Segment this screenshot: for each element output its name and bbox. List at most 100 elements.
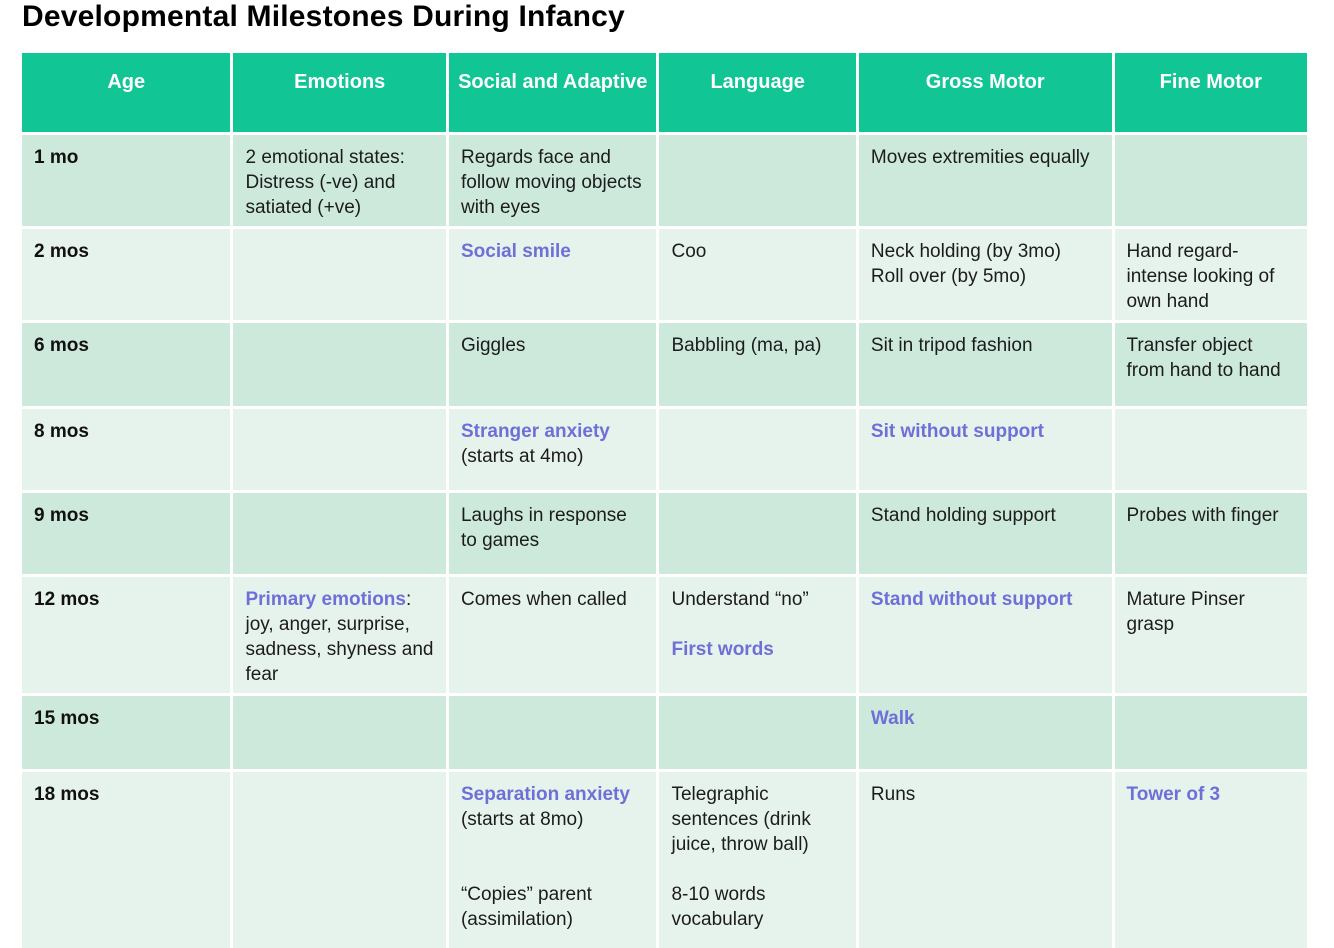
cell-social: Regards face and follow moving objects w… — [448, 135, 657, 226]
cell-fine — [1114, 409, 1307, 490]
cell-social: Laughs in response to games — [448, 493, 657, 574]
cell-paragraph: Telegraphic sentences (drink juice, thro… — [671, 784, 811, 855]
cell-paragraph: Separation anxiety — [460, 784, 630, 805]
cell-paragraph: Neck holding (by 3mo) — [870, 241, 1062, 262]
table-header-row: Age Emotions Social and Adaptive Languag… — [22, 53, 1307, 132]
cell-emotions — [233, 409, 446, 490]
cell-emotions — [233, 323, 446, 406]
cell-paragraph: Stand holding support — [870, 505, 1056, 526]
table-row: 2 mos Social smile Coo Neck holding (by 3mo… — [22, 229, 1307, 320]
cell-gross: Sit without support — [858, 409, 1112, 490]
column-header-age: Age — [22, 53, 231, 132]
cell-paragraph: Comes when called — [460, 589, 627, 610]
cell-paragraph: Moves extremities equally — [870, 147, 1090, 168]
cell-gross: Stand holding support — [858, 493, 1112, 574]
cell-gross: Walk — [858, 696, 1112, 769]
cell-paragraph: (starts at 4mo) — [460, 446, 584, 467]
cell-paragraph: Stranger anxiety — [460, 421, 610, 442]
cell-age: 2 mos — [22, 229, 231, 320]
cell-fine — [1114, 135, 1307, 226]
cell-gross: Stand without support — [858, 577, 1112, 693]
cell-emotions — [233, 696, 446, 769]
cell-paragraph: Mature Pinser grasp — [1126, 589, 1245, 635]
page-title: Developmental Milestones During Infancy — [22, 0, 625, 33]
cell-paragraph: Probes with finger — [1126, 505, 1279, 526]
cell-language — [659, 696, 856, 769]
cell-paragraph: Sit in tripod fashion — [870, 335, 1033, 356]
cell-gross: Moves extremities equally — [858, 135, 1112, 226]
cell-age: 18 mos — [22, 772, 231, 948]
cell-language: Coo — [659, 229, 856, 320]
cell-paragraph: 8-10 words vocabulary — [671, 884, 766, 930]
table-body: 1 mo 2 emotional states: Distress (-ve) a… — [22, 135, 1307, 948]
cell-fine: Mature Pinser grasp — [1114, 577, 1307, 693]
cell-age: 15 mos — [22, 696, 231, 769]
cell-paragraph: Laughs in response to games — [460, 505, 627, 551]
cell-fine: Hand regard- intense looking of own hand — [1114, 229, 1307, 320]
cell-emotions — [233, 229, 446, 320]
cell-paragraph: Transfer object from hand to hand — [1126, 335, 1281, 381]
cell-paragraph — [461, 857, 644, 882]
cell-gross: Sit in tripod fashion — [858, 323, 1112, 406]
table-row: 1 mo 2 emotional states: Distress (-ve) a… — [22, 135, 1307, 226]
cell-paragraph: “Copies” parent — [460, 884, 592, 905]
cell-paragraph: Coo — [671, 241, 707, 262]
milestones-table: Age Emotions Social and Adaptive Languag… — [19, 50, 1310, 948]
cell-paragraph: (assimilation) — [460, 909, 573, 930]
cell-paragraph: Babbling (ma, pa) — [671, 335, 822, 356]
cell-social: Separation anxiety (starts at 8mo) “Copie… — [448, 772, 657, 948]
cell-social: Comes when called — [448, 577, 657, 693]
cell-emotions: Primary emotions: joy, anger, surprise, … — [233, 577, 446, 693]
cell-paragraph: Tower of 3 — [1126, 784, 1221, 805]
cell-paragraph: Social smile — [460, 241, 571, 262]
cell-paragraph: Understand “no” — [671, 589, 809, 610]
cell-paragraph: Primary emotions: joy, anger, surprise, … — [245, 589, 434, 685]
cell-paragraph: (starts at 8mo) — [460, 809, 584, 830]
cell-age: 6 mos — [22, 323, 231, 406]
column-header-fine-motor: Fine Motor — [1114, 53, 1307, 132]
cell-social: Social smile — [448, 229, 657, 320]
cell-paragraph: 2 emotional states: Distress (-ve) and s… — [245, 147, 405, 218]
cell-paragraph: Walk — [870, 708, 915, 729]
cell-language: Babbling (ma, pa) — [659, 323, 856, 406]
cell-emotions — [233, 493, 446, 574]
cell-paragraph — [461, 832, 644, 857]
cell-paragraph — [671, 612, 843, 637]
table-row: 8 mos Stranger anxiety (starts at 4mo) Sit … — [22, 409, 1307, 490]
cell-fine: Tower of 3 — [1114, 772, 1307, 948]
cell-fine — [1114, 696, 1307, 769]
cell-paragraph: Runs — [870, 784, 916, 805]
cell-emotions — [233, 772, 446, 948]
cell-fine: Transfer object from hand to hand — [1114, 323, 1307, 406]
cell-emotions: 2 emotional states: Distress (-ve) and s… — [233, 135, 446, 226]
cell-age: 9 mos — [22, 493, 231, 574]
table-row: 12 mos Primary emotions: joy, anger, surp… — [22, 577, 1307, 693]
cell-social: Stranger anxiety (starts at 4mo) — [448, 409, 657, 490]
cell-paragraph: Regards face and follow moving objects w… — [460, 147, 642, 218]
cell-social — [448, 696, 657, 769]
cell-paragraph: Hand regard- intense looking of own hand — [1126, 241, 1275, 312]
cell-gross: Neck holding (by 3mo) Roll over (by 5mo) — [858, 229, 1112, 320]
cell-language: Understand “no” First words — [659, 577, 856, 693]
cell-paragraph: Roll over (by 5mo) — [870, 266, 1027, 287]
cell-age: 1 mo — [22, 135, 231, 226]
column-header-social-adaptive: Social and Adaptive — [448, 53, 657, 132]
cell-paragraph: Stand without support — [870, 589, 1073, 610]
cell-language — [659, 493, 856, 574]
cell-paragraph: First words — [671, 639, 774, 660]
column-header-emotions: Emotions — [233, 53, 446, 132]
table-row: 18 mos Separation anxiety (starts at 8mo) … — [22, 772, 1307, 948]
column-header-gross-motor: Gross Motor — [858, 53, 1112, 132]
table-row: 6 mos Giggles Babbling (ma, pa) Sit in trip… — [22, 323, 1307, 406]
table-row: 9 mos Laughs in response to games Stand ho… — [22, 493, 1307, 574]
cell-language: Telegraphic sentences (drink juice, thro… — [659, 772, 856, 948]
cell-paragraph — [671, 857, 843, 882]
cell-social: Giggles — [448, 323, 657, 406]
cell-language — [659, 135, 856, 226]
cell-fine: Probes with finger — [1114, 493, 1307, 574]
table-row: 15 mos Walk — [22, 696, 1307, 769]
cell-language — [659, 409, 856, 490]
cell-paragraph: Sit without support — [870, 421, 1044, 442]
cell-age: 8 mos — [22, 409, 231, 490]
